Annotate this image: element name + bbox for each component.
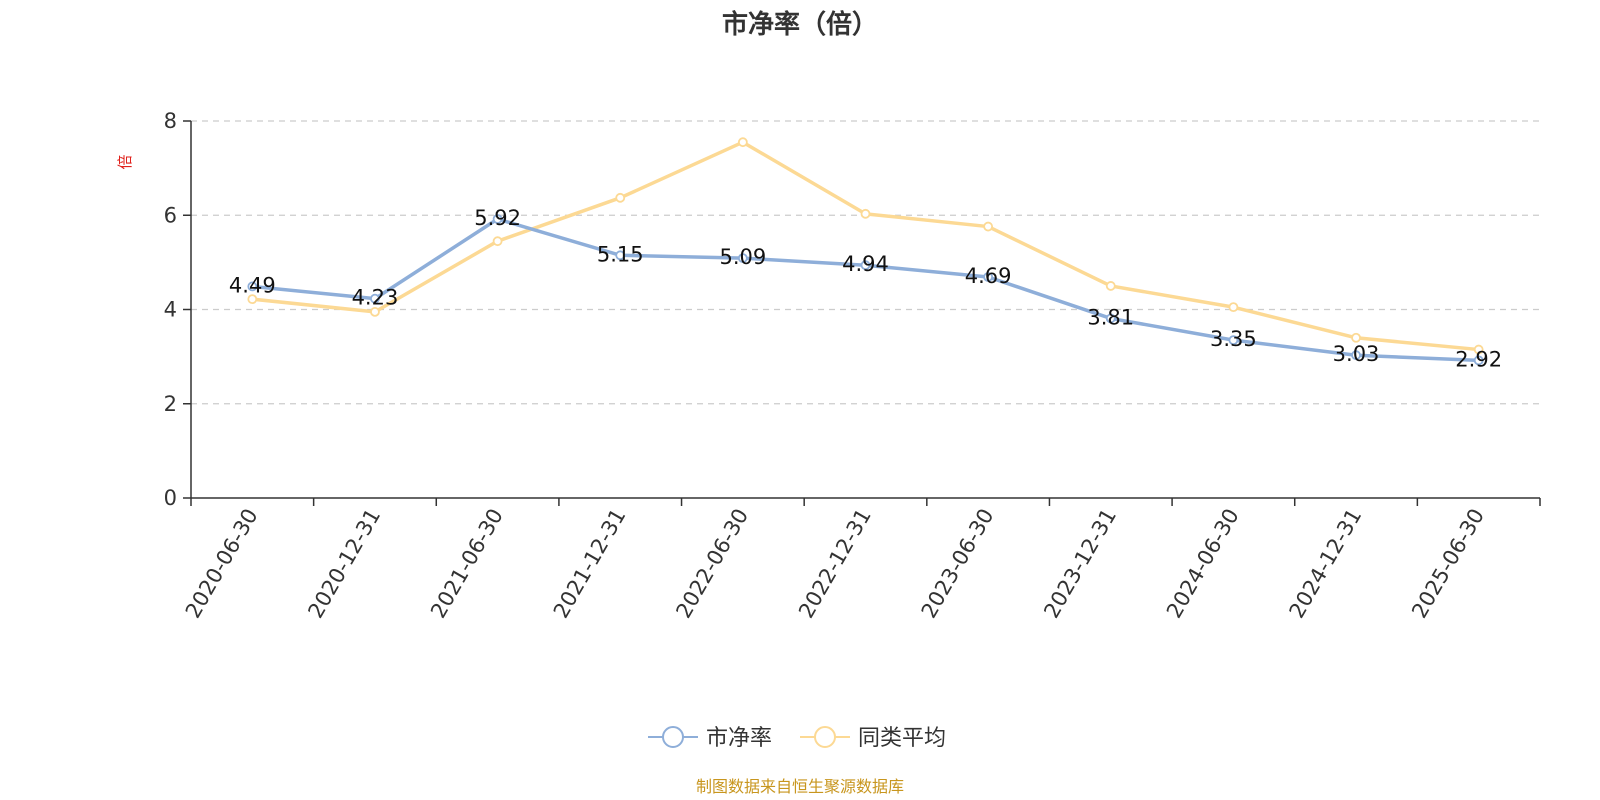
y-tick-label: 2 <box>164 392 177 416</box>
x-tick-label: 2025-06-30 <box>1407 505 1489 623</box>
data-label: 4.69 <box>965 264 1012 288</box>
series-line <box>250 140 1481 352</box>
series-line <box>250 217 1481 363</box>
y-tick-label: 4 <box>164 298 177 322</box>
y-tick-label: 6 <box>164 203 177 227</box>
data-point <box>615 250 626 261</box>
x-tick-label: 2023-12-31 <box>1039 505 1121 623</box>
data-label: 4.23 <box>352 286 399 310</box>
data-label: 4.94 <box>842 252 889 276</box>
x-tick-label: 2022-12-31 <box>794 505 876 623</box>
data-label: 3.35 <box>1210 327 1257 351</box>
data-point <box>370 306 380 317</box>
legend-label: 同类平均 <box>858 726 946 751</box>
data-point <box>983 221 994 232</box>
data-point <box>860 208 871 219</box>
data-point <box>615 192 626 203</box>
series-layer <box>247 137 1484 366</box>
data-label: 2.92 <box>1455 347 1502 371</box>
legend-item-peer-average: 同类平均 <box>800 726 946 751</box>
x-tick-label: 2024-06-30 <box>1162 505 1244 623</box>
data-label: 5.15 <box>597 242 644 266</box>
legend-label: 市净率 <box>706 726 772 751</box>
data-point <box>1473 355 1484 366</box>
data-point <box>370 293 380 304</box>
source-note: 制图数据来自恒生聚源数据库 <box>696 777 904 796</box>
x-tick-label: 2020-12-31 <box>303 505 385 623</box>
legend: 市净率 同类平均 <box>648 726 946 751</box>
data-point <box>1105 281 1116 291</box>
data-point <box>1351 332 1361 343</box>
data-label: 5.92 <box>474 206 521 230</box>
data-point <box>1351 350 1361 361</box>
data-label: 3.03 <box>1333 342 1380 366</box>
data-point <box>737 137 748 148</box>
data-point <box>247 294 258 305</box>
data-label: 3.81 <box>1087 305 1134 329</box>
data-point <box>247 281 258 292</box>
data-point <box>1473 344 1484 355</box>
data-label: 4.49 <box>229 273 276 297</box>
data-point <box>1228 335 1239 346</box>
x-tick-label: 2022-06-30 <box>671 505 753 623</box>
legend-marker <box>662 726 684 748</box>
data-point <box>1228 302 1239 313</box>
data-point <box>737 253 748 264</box>
x-tick-label: 2020-06-30 <box>181 505 263 623</box>
series-peer-average <box>247 137 1484 355</box>
x-axis: 2020-06-30 2020-12-31 2021-06-30 2021-12-31… <box>181 497 1541 623</box>
data-point <box>860 260 871 271</box>
y-axis-unit-label: 倍 <box>116 154 134 169</box>
x-tick-label: 2024-12-31 <box>1285 505 1367 623</box>
series-pb-ratio <box>247 214 1484 366</box>
x-tick-label: 2021-12-31 <box>549 505 631 623</box>
legend-item-pb-ratio: 市净率 <box>648 726 772 751</box>
y-tick-label: 0 <box>164 486 177 510</box>
x-tick-label: 2023-06-30 <box>917 505 999 623</box>
x-tick-label: 2021-06-30 <box>426 505 508 623</box>
y-axis: 0 2 4 6 8 <box>164 109 192 510</box>
data-label: 5.09 <box>719 245 766 269</box>
data-point <box>492 236 503 247</box>
data-point <box>1105 313 1116 324</box>
data-labels: 4.49 4.23 5.92 5.15 5.09 4.94 4.69 3.81 3.35 3.03… <box>229 206 1502 371</box>
chart-title: 市净率（倍） <box>722 9 878 40</box>
data-point <box>983 272 994 282</box>
y-tick-label: 8 <box>164 109 177 133</box>
data-point <box>492 214 503 224</box>
legend-marker <box>814 726 836 748</box>
